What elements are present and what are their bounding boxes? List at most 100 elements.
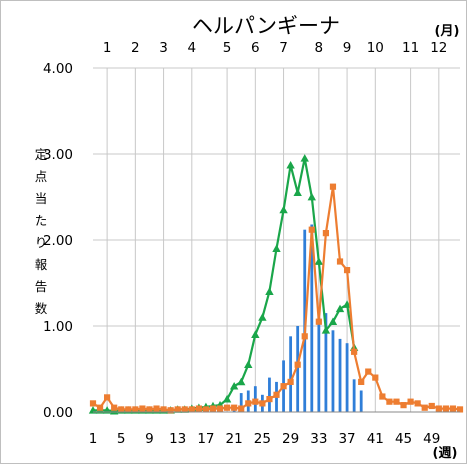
square-marker bbox=[343, 267, 351, 274]
x-tick-label: 37 bbox=[338, 431, 355, 447]
square-marker bbox=[202, 406, 210, 413]
y-axis-label-char: 定 bbox=[35, 147, 48, 162]
triangle-marker bbox=[307, 192, 316, 201]
tick-labels: 0.001.002.003.004.001 5 9 13 17 21 25 29 33 37 41 4… bbox=[35, 40, 448, 447]
square-marker bbox=[188, 406, 195, 413]
square-marker bbox=[358, 378, 365, 385]
x-tick-label: 9 bbox=[145, 431, 154, 447]
month-tick-label: 6 bbox=[251, 40, 260, 56]
square-marker bbox=[266, 396, 273, 403]
triangle-marker bbox=[222, 394, 232, 403]
y-tick-label: 2.00 bbox=[43, 233, 73, 249]
month-tick-label: 12 bbox=[430, 40, 447, 56]
month-tick-label: 9 bbox=[343, 40, 352, 56]
bar bbox=[338, 338, 342, 412]
square-marker bbox=[231, 404, 238, 411]
square-marker bbox=[386, 398, 393, 405]
month-tick-label: 10 bbox=[367, 40, 384, 56]
square-marker bbox=[139, 405, 146, 412]
square-marker bbox=[456, 406, 464, 413]
square-marker bbox=[379, 393, 386, 400]
square-marker bbox=[393, 398, 400, 405]
y-tick-label: 3.00 bbox=[43, 147, 73, 163]
square-marker bbox=[421, 404, 428, 411]
x-tick-label: 5 bbox=[117, 431, 126, 447]
bar-series bbox=[232, 224, 363, 412]
square-marker bbox=[259, 400, 266, 407]
square-marker bbox=[294, 361, 301, 368]
square-marker bbox=[118, 406, 125, 413]
triangle-marker bbox=[328, 317, 338, 326]
x-tick-label: 41 bbox=[367, 431, 384, 447]
square-marker bbox=[209, 405, 217, 412]
square-marker bbox=[442, 405, 449, 412]
triangle-marker bbox=[265, 287, 274, 295]
bar bbox=[289, 336, 293, 412]
square-marker bbox=[111, 404, 118, 411]
square-marker bbox=[245, 400, 252, 407]
square-marker bbox=[336, 258, 344, 265]
square-marker bbox=[153, 405, 160, 412]
square-marker bbox=[216, 405, 224, 412]
bar bbox=[268, 377, 271, 412]
square-marker bbox=[280, 383, 287, 390]
square-marker bbox=[167, 407, 174, 414]
square-marker bbox=[414, 400, 421, 407]
square-marker bbox=[195, 405, 202, 412]
square-marker bbox=[351, 348, 358, 355]
bar bbox=[296, 326, 300, 412]
triangle-marker bbox=[272, 244, 281, 252]
bar bbox=[359, 390, 363, 412]
square-marker bbox=[104, 394, 111, 401]
month-tick-label: 2 bbox=[131, 40, 140, 56]
line-series bbox=[88, 154, 464, 415]
square-marker bbox=[329, 183, 337, 190]
triangle-marker bbox=[258, 313, 267, 321]
y-axis-label-char: 報 bbox=[35, 257, 48, 272]
square-marker bbox=[223, 404, 231, 411]
square-marker bbox=[322, 230, 330, 237]
month-axis-unit: (月) bbox=[435, 24, 460, 39]
square-marker bbox=[400, 402, 407, 409]
y-axis-label-char: 点 bbox=[35, 169, 48, 184]
x-tick-label: 13 bbox=[169, 431, 186, 447]
square-marker bbox=[287, 378, 294, 385]
bar bbox=[317, 317, 321, 412]
y-axis-label-char: り bbox=[35, 235, 48, 250]
triangle-marker bbox=[335, 304, 345, 313]
x-tick-label: 33 bbox=[310, 431, 327, 447]
bar bbox=[345, 343, 349, 412]
month-tick-label: 4 bbox=[188, 40, 197, 56]
square-marker bbox=[174, 406, 181, 413]
triangle-marker bbox=[314, 257, 324, 265]
bar bbox=[239, 393, 243, 412]
triangle-marker bbox=[279, 205, 288, 214]
square-marker bbox=[449, 405, 457, 412]
square-marker bbox=[308, 226, 315, 233]
week-axis-unit: (週) bbox=[433, 446, 458, 461]
y-axis-label-char: た bbox=[35, 213, 48, 228]
triangle-marker bbox=[293, 188, 302, 197]
triangle-marker bbox=[237, 377, 246, 386]
bar bbox=[352, 379, 356, 412]
square-marker bbox=[96, 404, 104, 411]
chart-title: ヘルパンギーナ bbox=[192, 14, 340, 38]
x-tick-label: 45 bbox=[395, 431, 412, 447]
square-marker bbox=[428, 402, 435, 410]
month-tick-label: 1 bbox=[103, 40, 112, 56]
bar bbox=[310, 224, 314, 412]
month-tick-label: 7 bbox=[279, 40, 288, 56]
square-marker bbox=[435, 405, 442, 412]
square-marker bbox=[146, 406, 153, 413]
y-axis-label-char: 数 bbox=[35, 301, 48, 316]
month-tick-label: 8 bbox=[315, 40, 324, 56]
x-tick-label: 1 bbox=[89, 431, 98, 447]
square-marker bbox=[125, 406, 132, 413]
triangle-marker bbox=[229, 382, 239, 390]
square-marker bbox=[181, 406, 188, 413]
triangle-marker bbox=[251, 330, 260, 338]
bar bbox=[324, 313, 328, 412]
y-axis-label-char: 当 bbox=[35, 191, 48, 206]
